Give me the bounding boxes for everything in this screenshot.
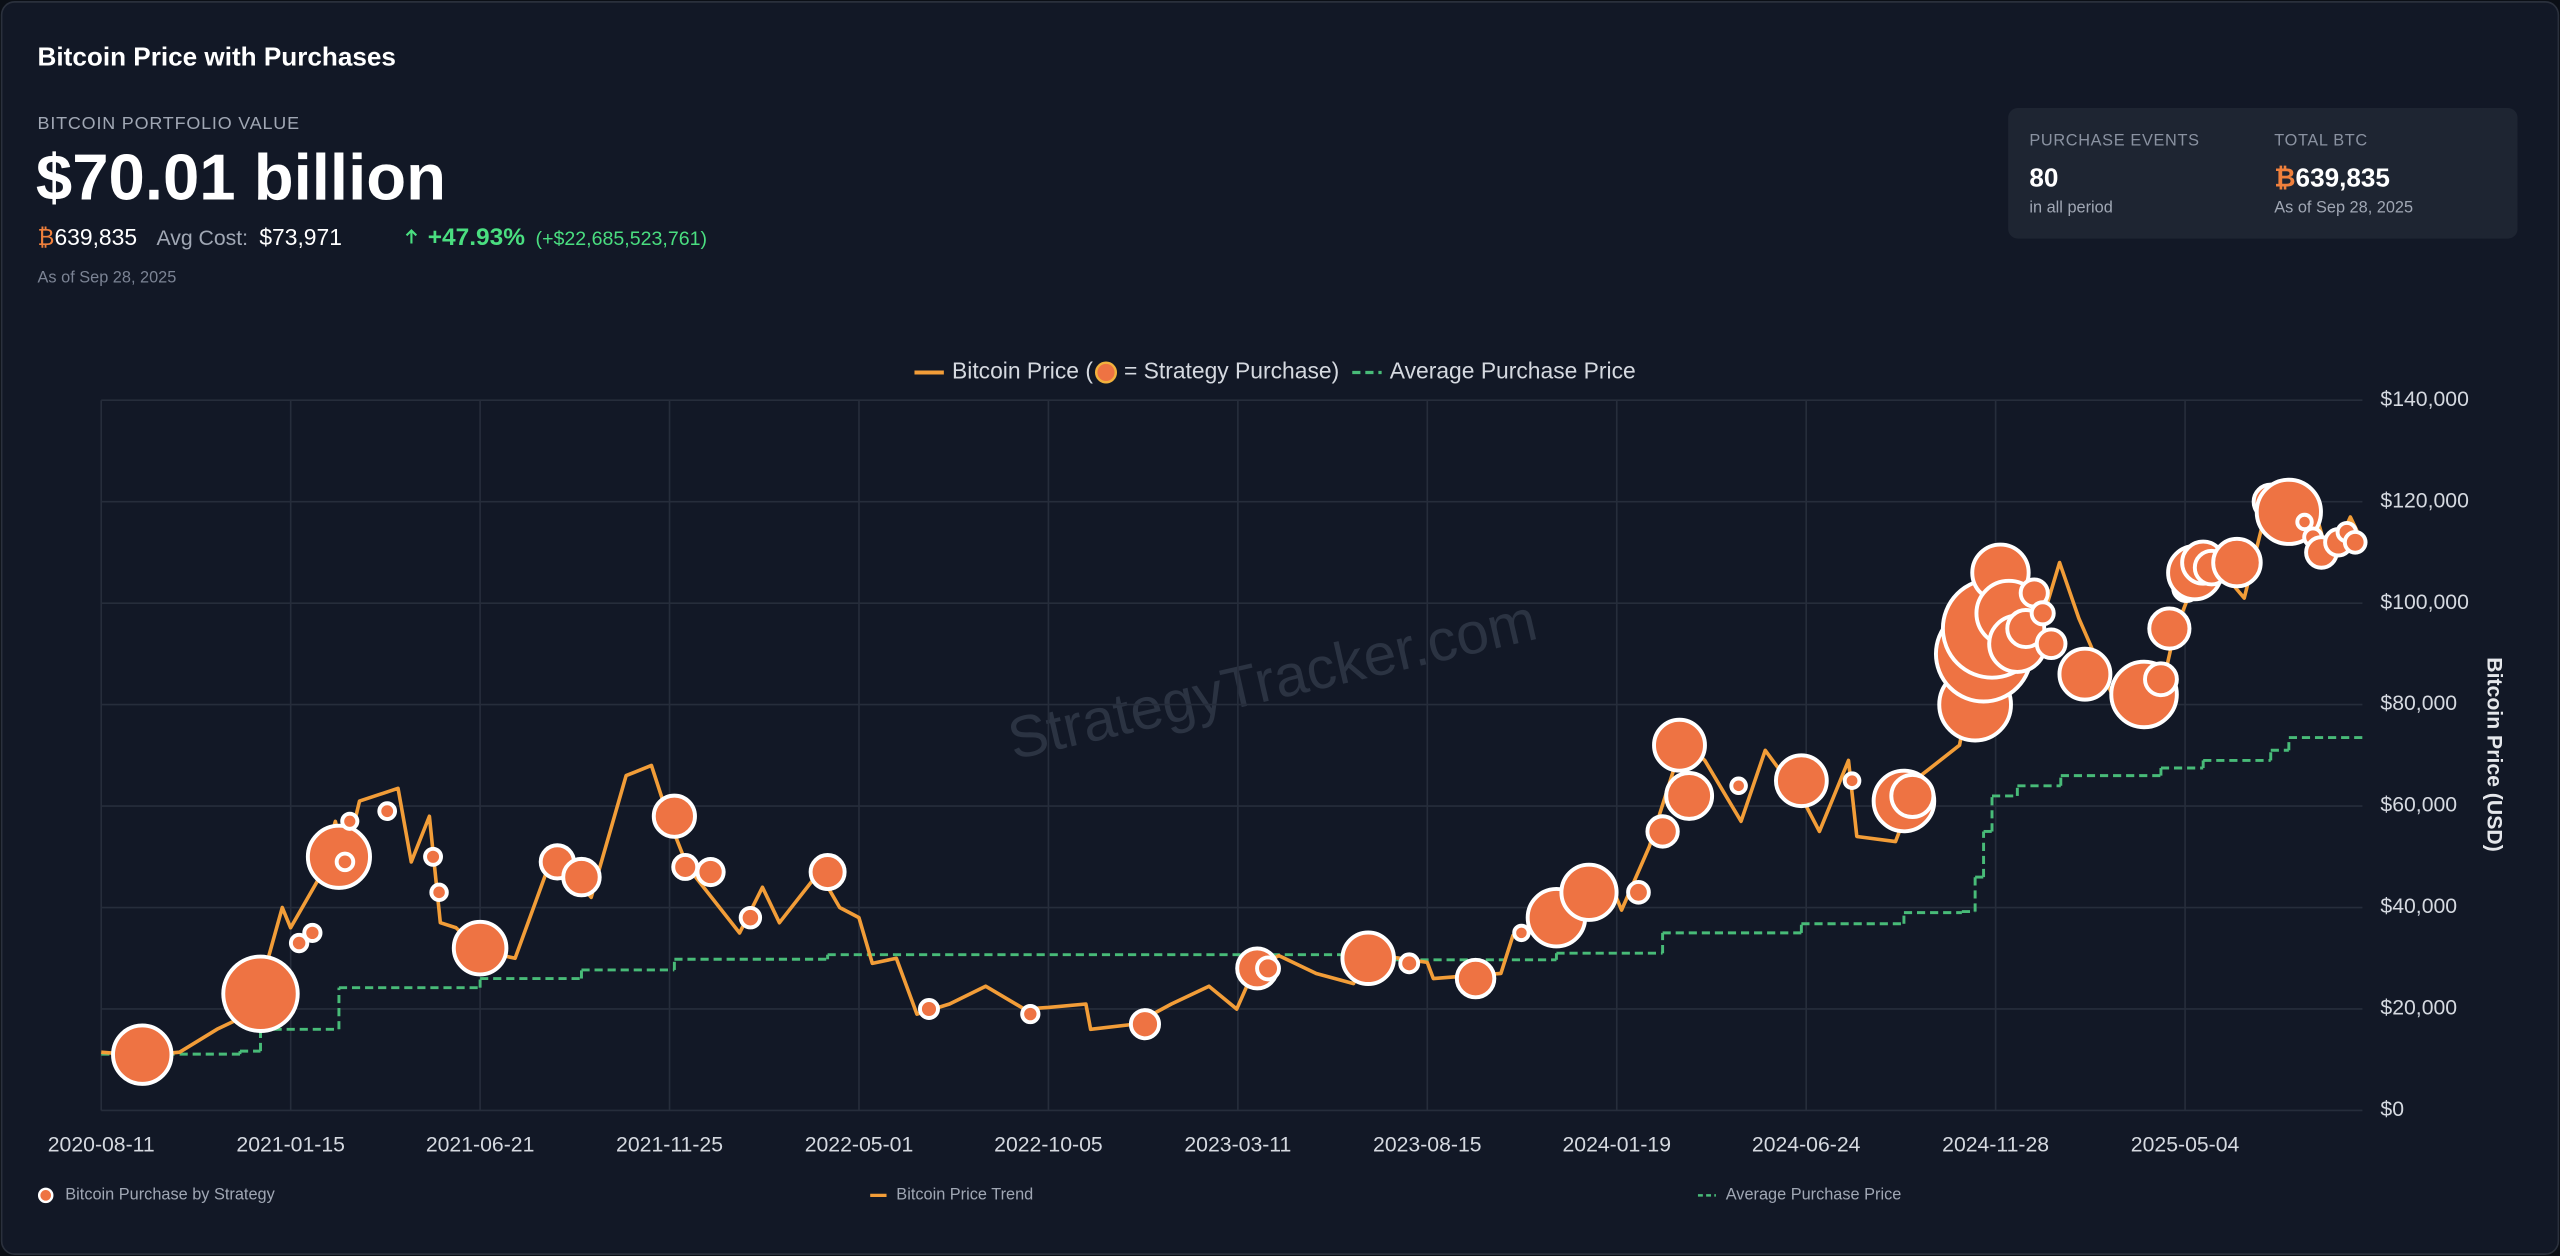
x-tick-label: 2022-10-05	[994, 1133, 1103, 1156]
portfolio-value: $70.01 billion	[36, 140, 446, 213]
purchase-bubble	[1664, 771, 1715, 821]
purchase-bubble	[1842, 771, 1862, 791]
x-tick-label: 2021-06-21	[426, 1133, 535, 1156]
legend-text: Average Purchase Price	[1390, 358, 1636, 384]
purchase-bubble	[2143, 661, 2179, 698]
x-tick-label: 2023-08-15	[1373, 1133, 1482, 1156]
legend-text: Bitcoin Price Trend	[896, 1186, 1033, 1204]
x-tick-label: 2024-11-28	[1942, 1133, 2049, 1156]
legend-text: Bitcoin Price (	[952, 358, 1093, 384]
purchase-bubble	[111, 1023, 174, 1086]
stat-value-text: 639,835	[2296, 162, 2390, 192]
up-arrow	[405, 228, 418, 244]
avg-cost: $73,971	[259, 224, 342, 250]
stat-value-text: 80	[2029, 162, 2058, 192]
purchase-bubble	[1889, 772, 1936, 819]
stat-label: PURCHASE EVENTS	[2029, 132, 2199, 150]
stats: PURCHASE EVENTS 80 in all period TOTAL BTC ₿…	[2029, 132, 2413, 217]
title: Bitcoin Price with Purchases	[38, 42, 396, 72]
purchase-bubble	[1454, 957, 1497, 1000]
purchase-bubble	[451, 919, 509, 977]
x-tick-label: 2020-08-11	[48, 1133, 155, 1156]
purchase-bubble	[2029, 600, 2056, 627]
x-tick-label: 2021-11-25	[616, 1133, 723, 1156]
purchase-bubble	[1255, 955, 1281, 982]
stat-note: As of Sep 28, 2025	[2274, 198, 2413, 216]
purchase-bubble	[423, 846, 443, 867]
x-tick-label: 2021-01-15	[236, 1133, 345, 1156]
legend-bubble-icon	[1094, 361, 1118, 384]
purchase-bubble	[1512, 923, 1531, 943]
y-tick-label: $0	[2380, 1098, 2404, 1121]
purchase-bubble	[377, 801, 398, 821]
portfolio-label: BITCOIN PORTFOLIO VALUE	[38, 113, 300, 133]
x-tick-label: 2024-01-19	[1562, 1133, 1671, 1156]
stats-box	[2008, 108, 2518, 239]
purchase-bubble	[808, 853, 847, 892]
legend-text: = Strategy Purchase)	[1124, 358, 1339, 384]
purchase-bubble	[221, 954, 300, 1033]
purchase-bubble	[1774, 753, 1829, 809]
stat-note: in all period	[2029, 198, 2112, 216]
purchase-bubble	[561, 856, 602, 898]
purchase-bubble	[651, 793, 697, 839]
y-tick-label: $140,000	[2380, 388, 2469, 411]
purchase-bubble	[2147, 606, 2192, 651]
stat-value: ₿639,835	[2274, 162, 2390, 192]
change-row: +47.93% (+$22,685,523,761)	[428, 221, 707, 251]
purchase-bubble	[2295, 512, 2314, 532]
as-of: As of Sep 28, 2025	[38, 269, 177, 287]
y-tick-label: $60,000	[2380, 794, 2457, 817]
purchase-bubble	[1729, 776, 1748, 796]
purchase-bubble	[302, 922, 323, 943]
purchase-bubble	[334, 851, 356, 873]
purchase-bubble	[1020, 1003, 1041, 1025]
purchase-bubble	[1559, 862, 1619, 922]
change-pct: +47.93%	[428, 224, 526, 251]
purchase-bubble	[288, 932, 310, 954]
purchase-bubble	[2034, 627, 2068, 661]
y-tick-label: $80,000	[2380, 692, 2457, 715]
purchase-bubble	[1652, 717, 1707, 773]
btc-symbol: ₿	[38, 224, 55, 250]
legend-text: Average Purchase Price	[1726, 1186, 1902, 1204]
purchase-bubble	[918, 998, 940, 1020]
y-tick-label: $20,000	[2380, 997, 2457, 1020]
y-tick-label: $100,000	[2380, 591, 2469, 614]
stat-label: TOTAL BTC	[2274, 132, 2368, 150]
purchase-bubble	[1340, 930, 1396, 986]
x-tick-label: 2025-05-04	[2131, 1133, 2240, 1156]
stat-value: 80	[2029, 162, 2058, 192]
purchase-bubble	[738, 905, 763, 930]
y-tick-label: $120,000	[2380, 489, 2469, 512]
purchase-bubble	[340, 811, 360, 831]
portfolio-row: ₿639,835 Avg Cost: $73,971	[38, 224, 342, 250]
y-tick-label: $40,000	[2380, 895, 2457, 918]
legend-text: Bitcoin Purchase by Strategy	[65, 1186, 275, 1204]
x-tick-label: 2023-03-11	[1184, 1133, 1291, 1156]
legend-bubble-icon	[37, 1187, 54, 1204]
purchase-bubble	[1128, 1008, 1162, 1041]
btc-holdings: 639,835	[54, 224, 137, 250]
purchase-bubble	[429, 882, 449, 903]
top-legend: Bitcoin Price ( = Strategy Purchase) Avera…	[914, 358, 1636, 384]
purchase-bubble	[2211, 536, 2263, 589]
x-tick-label: 2022-05-01	[805, 1133, 914, 1156]
change-abs: (+$22,685,523,761)	[536, 228, 707, 250]
x-tick-label: 2024-06-24	[1752, 1133, 1861, 1156]
purchase-bubble	[695, 856, 726, 888]
avg-cost-label: Avg Cost:	[156, 227, 248, 250]
purchase-bubble	[671, 852, 700, 881]
purchase-bubble	[1398, 952, 1421, 975]
stat-prefix: ₿	[2274, 162, 2295, 192]
purchase-bubble	[1645, 814, 1680, 849]
purchase-bubble	[2057, 646, 2113, 702]
y-axis-title: Bitcoin Price (USD)	[2482, 657, 2505, 852]
purchase-bubble	[1626, 879, 1651, 905]
purchase-bubble	[2342, 529, 2368, 555]
